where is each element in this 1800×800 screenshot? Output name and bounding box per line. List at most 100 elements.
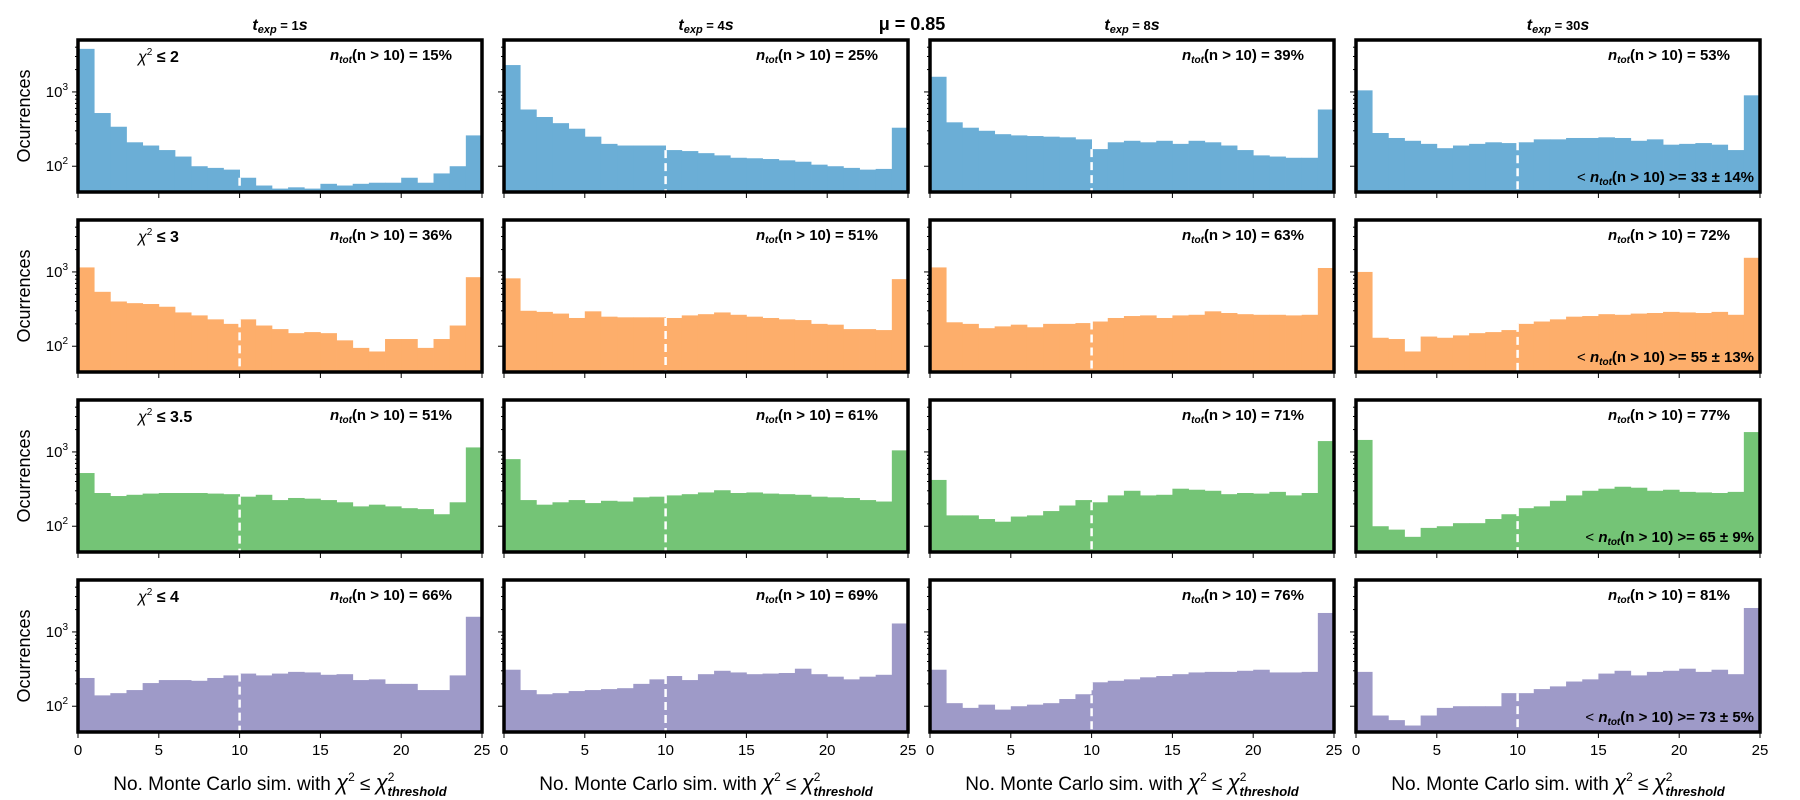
histogram-bar <box>142 683 160 732</box>
figure-title: μ = 0.85 <box>879 14 946 34</box>
histogram-bar <box>385 182 402 192</box>
histogram-bar <box>255 494 273 552</box>
histogram-bar <box>1695 671 1712 732</box>
chi-square-label: χ2 ≤ 4 <box>136 587 179 606</box>
histogram-bar <box>1679 143 1696 192</box>
histogram-panel: ntot(n > 10) = 61% <box>498 398 910 558</box>
histogram-bar <box>746 316 763 372</box>
histogram-bar <box>1679 668 1696 732</box>
panel-frame <box>76 398 484 554</box>
histogram-bar <box>1059 699 1076 732</box>
histogram-bar <box>1420 527 1438 552</box>
histogram-bar <box>1388 529 1405 552</box>
histogram-bar <box>239 673 257 732</box>
histogram-bar <box>1269 491 1286 552</box>
histogram-bar <box>1501 693 1518 732</box>
ntot-annotation: ntot(n > 10) = 72% <box>1608 227 1730 246</box>
histogram-bar <box>891 623 909 732</box>
histogram-panel: ntot(n > 10) = 63% <box>924 218 1336 378</box>
ntot-annotation: ntot(n > 10) = 71% <box>1182 407 1304 426</box>
histogram-panel: ntot(n > 10) = 51% <box>498 218 910 378</box>
histogram-bar <box>465 277 483 372</box>
histogram-bar <box>827 166 844 192</box>
histogram-bar <box>811 496 828 552</box>
histogram-bar <box>649 145 666 192</box>
histogram-bar <box>978 704 996 732</box>
histogram-panel: ntot(n > 10) = 71% <box>924 398 1336 558</box>
histogram-bar <box>1517 693 1535 732</box>
x-tick-label: 0 <box>74 742 82 759</box>
histogram-bar <box>600 689 618 732</box>
histogram-panel: ntot(n > 10) = 25% <box>498 38 910 198</box>
histogram-bar <box>1059 323 1076 372</box>
x-axis-label: No. Monte Carlo sim. with χ2 ≤ χ2 thresho… <box>1391 770 1725 799</box>
histogram-bar <box>584 311 602 372</box>
x-tick-label: 10 <box>657 742 674 759</box>
histogram-bar <box>1123 140 1141 192</box>
histogram-bar <box>352 506 370 552</box>
histogram-bar <box>110 496 127 552</box>
histogram-panel: 0 5 10 15 20 25 ntot(n > 10) = 76% <box>924 578 1342 759</box>
panel-frame <box>1354 398 1762 554</box>
histogram-bar <box>385 683 402 732</box>
histogram-bar <box>1156 317 1173 372</box>
histogram-bar <box>1614 486 1632 552</box>
y-tick-label: 102 <box>46 696 69 715</box>
histogram-bar <box>1091 321 1109 372</box>
x-tick-label: 0 <box>1352 742 1360 759</box>
x-tick-label: 5 <box>155 742 163 759</box>
histogram-bar <box>875 330 893 372</box>
histogram-bar <box>1372 526 1389 552</box>
histogram-bar <box>1043 136 1060 192</box>
histogram-bar <box>1695 313 1712 372</box>
histogram-bar <box>552 123 570 192</box>
histogram-bar <box>1549 319 1567 372</box>
histogram-bar <box>730 493 747 552</box>
histogram-bar <box>843 679 860 732</box>
histogram-bar <box>336 502 354 552</box>
histogram-bar <box>520 310 537 372</box>
histogram-bar <box>994 326 1012 372</box>
histogram-bar <box>1452 706 1470 732</box>
histogram-bar <box>385 339 402 372</box>
histogram-bar <box>843 167 860 192</box>
histogram-bar <box>1404 725 1422 732</box>
histogram-bar <box>1630 313 1648 372</box>
histogram-bar <box>633 317 650 372</box>
histogram-bar <box>584 136 602 192</box>
histogram-bar <box>1107 680 1125 732</box>
histogram-bar <box>994 709 1012 732</box>
histogram-bar <box>207 319 224 372</box>
histogram-bar <box>859 500 877 552</box>
histogram-bar <box>239 496 257 552</box>
histogram-bar <box>930 669 947 732</box>
histogram-bar <box>875 674 893 732</box>
ntot-annotation: ntot(n > 10) = 36% <box>330 227 452 246</box>
histogram-bar <box>1172 674 1189 732</box>
histogram-bar <box>1269 156 1286 192</box>
histogram-bar <box>126 303 144 372</box>
histogram-bar <box>1204 142 1222 192</box>
histogram-bar <box>1646 139 1664 192</box>
histogram-bar <box>930 76 947 192</box>
histogram-bar <box>1679 312 1696 372</box>
y-tick-label: 102 <box>46 336 69 355</box>
histogram-bar <box>649 317 666 372</box>
histogram-bar <box>1188 672 1206 732</box>
histogram-bar <box>504 65 521 192</box>
histogram-bar <box>1727 150 1745 192</box>
histogram-bar <box>994 521 1012 552</box>
histogram-bar <box>207 167 224 192</box>
histogram-bar <box>1356 90 1373 192</box>
histogram-bar <box>1533 689 1551 732</box>
histogram-bar <box>1727 314 1745 372</box>
histogram-bar <box>746 158 763 192</box>
histogram-bar <box>1501 143 1518 192</box>
histogram-bar <box>1285 157 1303 192</box>
histogram-bar <box>1404 351 1422 372</box>
histogram-bar <box>746 492 763 552</box>
histogram-bar <box>946 703 963 732</box>
histogram-bar <box>930 479 947 552</box>
histogram-bar <box>78 267 95 372</box>
